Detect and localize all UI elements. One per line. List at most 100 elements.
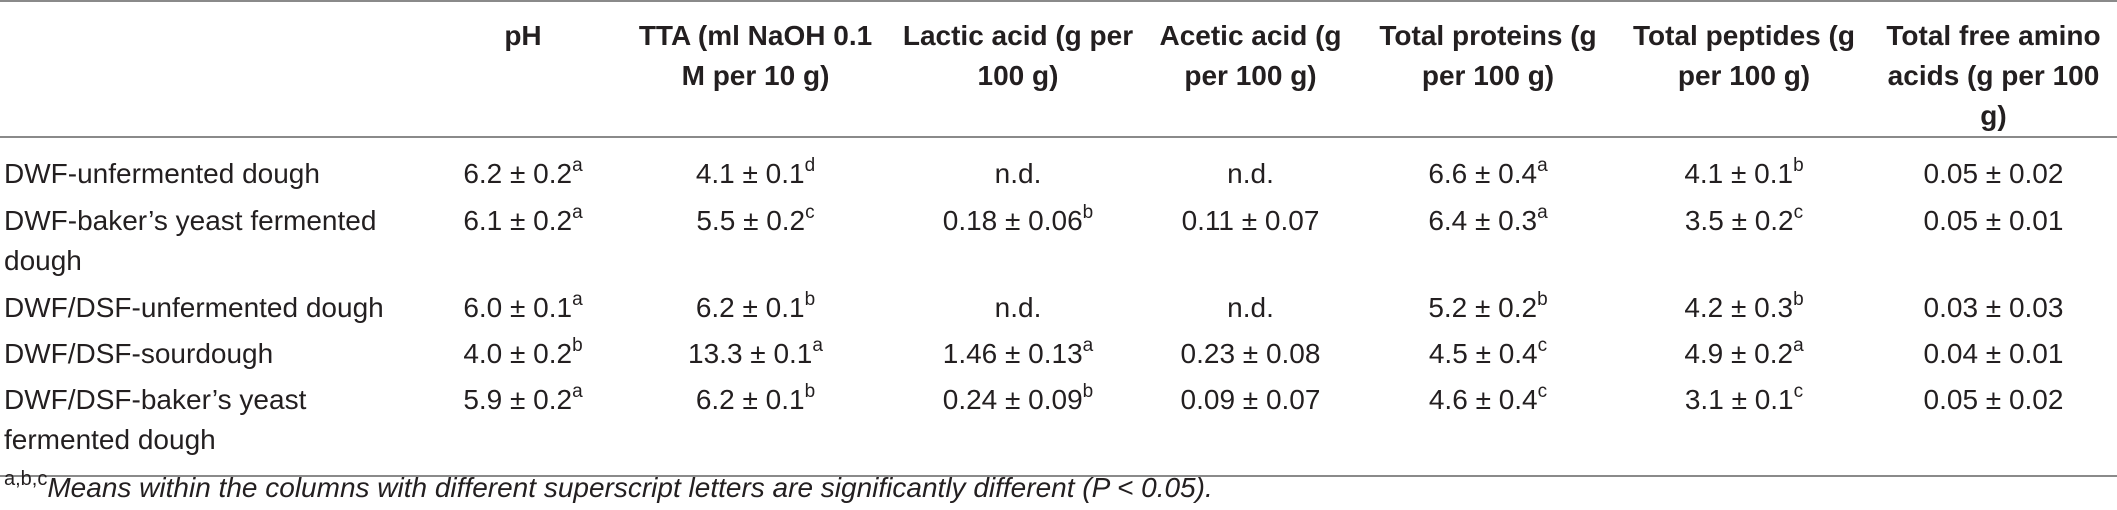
cell-value: 0.03 ± 0.03 bbox=[1923, 292, 2064, 323]
cell-value: 4.9 ± 0.2 bbox=[1684, 338, 1794, 369]
cell-total-peptides: 3.1 ± 0.1c bbox=[1618, 376, 1870, 477]
table-row: DWF-unfermented dough 6.2 ± 0.2a 4.1 ± 0… bbox=[0, 137, 2117, 197]
header-lactic-acid: Lactic acid (g per 100 g) bbox=[893, 0, 1143, 138]
header-row-label bbox=[0, 0, 428, 138]
cell-value: 0.05 ± 0.02 bbox=[1923, 158, 2064, 189]
cell-value: 0.11 ± 0.07 bbox=[1181, 205, 1320, 236]
cell-acetic-acid: 0.23 ± 0.08 bbox=[1143, 330, 1358, 376]
superscript: a bbox=[1082, 335, 1094, 356]
cell-value: 0.23 ± 0.08 bbox=[1180, 338, 1321, 369]
cell-value: n.d. bbox=[1227, 158, 1274, 189]
cell-total-free-amino-acids: 0.05 ± 0.02 bbox=[1870, 376, 2117, 477]
cell-total-proteins: 4.6 ± 0.4c bbox=[1358, 376, 1618, 477]
superscript: b bbox=[572, 335, 583, 356]
cell-lactic-acid: n.d. bbox=[893, 137, 1143, 197]
superscript: b bbox=[1082, 381, 1094, 402]
row-label: DWF/DSF-unfermented dough bbox=[4, 292, 384, 323]
cell-value: 6.0 ± 0.1 bbox=[463, 292, 573, 323]
table-row: DWF/DSF-baker’s yeast fermented dough 5.… bbox=[0, 376, 2117, 477]
cell-value: 4.2 ± 0.3 bbox=[1684, 292, 1794, 323]
cell-tta: 5.5 ± 0.2c bbox=[618, 197, 893, 284]
superscript: a bbox=[572, 202, 583, 223]
cell-tta: 13.3 ± 0.1a bbox=[618, 330, 893, 376]
cell-value: 4.6 ± 0.4 bbox=[1428, 384, 1538, 415]
row-label: DWF-unfermented dough bbox=[4, 158, 320, 189]
header-total-free-amino-acids: Total free amino acids (g per 100 g) bbox=[1870, 0, 2117, 138]
row-label: DWF/DSF-sourdough bbox=[4, 338, 274, 369]
cell-value: 0.18 ± 0.06 bbox=[942, 205, 1083, 236]
cell-lactic-acid: 0.24 ± 0.09b bbox=[893, 376, 1143, 477]
header-row: pH TTA (ml NaOH 0.1 M per 10 g) Lactic a… bbox=[0, 0, 2117, 138]
superscript: a bbox=[1537, 202, 1548, 223]
cell-tta: 6.2 ± 0.1b bbox=[618, 284, 893, 330]
footnote-marker: a,b,c bbox=[4, 468, 48, 490]
cell-total-peptides: 3.5 ± 0.2c bbox=[1618, 197, 1870, 284]
cell-value: 6.2 ± 0.1 bbox=[695, 384, 805, 415]
cell-total-free-amino-acids: 0.05 ± 0.02 bbox=[1870, 137, 2117, 197]
cell-lactic-acid: 0.18 ± 0.06b bbox=[893, 197, 1143, 284]
cell-total-peptides: 4.9 ± 0.2a bbox=[1618, 330, 1870, 376]
row-label: DWF-baker’s yeast fermented dough bbox=[4, 205, 377, 276]
superscript: b bbox=[804, 381, 816, 402]
cell-value: 0.24 ± 0.09 bbox=[942, 384, 1083, 415]
row-label: DWF/DSF-baker’s yeast fermented dough bbox=[0, 376, 428, 477]
cell-value: 5.9 ± 0.2 bbox=[463, 384, 573, 415]
cell-ph: 6.0 ± 0.1a bbox=[428, 284, 618, 330]
header-acetic-acid: Acetic acid (g per 100 g) bbox=[1143, 0, 1358, 138]
cell-value: 4.1 ± 0.1 bbox=[695, 158, 805, 189]
superscript: b bbox=[1537, 289, 1548, 310]
cell-total-proteins: 6.6 ± 0.4a bbox=[1358, 137, 1618, 197]
superscript: a bbox=[812, 335, 823, 356]
cell-value: 6.6 ± 0.4 bbox=[1428, 158, 1538, 189]
cell-value: 5.2 ± 0.2 bbox=[1428, 292, 1538, 323]
superscript: c bbox=[805, 202, 815, 223]
footnote-text: Means within the columns with different … bbox=[47, 472, 1213, 503]
cell-value: 3.1 ± 0.1 bbox=[1684, 384, 1794, 415]
cell-acetic-acid: 0.09 ± 0.07 bbox=[1143, 376, 1358, 477]
superscript: a bbox=[572, 289, 583, 310]
cell-ph: 4.0 ± 0.2b bbox=[428, 330, 618, 376]
table-row: DWF-baker’s yeast fermented dough 6.1 ± … bbox=[0, 197, 2117, 284]
superscript: c bbox=[1537, 335, 1548, 356]
cell-value: 4.1 ± 0.1 bbox=[1684, 158, 1794, 189]
table-footnote: a,b,cMeans within the columns with diffe… bbox=[4, 462, 1213, 505]
cell-ph: 6.2 ± 0.2a bbox=[428, 137, 618, 197]
cell-acetic-acid: n.d. bbox=[1143, 284, 1358, 330]
cell-acetic-acid: n.d. bbox=[1143, 137, 1358, 197]
cell-value: n.d. bbox=[1227, 292, 1274, 323]
header-ph: pH bbox=[428, 0, 618, 138]
superscript: c bbox=[1793, 202, 1804, 223]
superscript: b bbox=[1082, 202, 1094, 223]
cell-value: 4.0 ± 0.2 bbox=[463, 338, 573, 369]
table-row: DWF/DSF-sourdough 4.0 ± 0.2b 13.3 ± 0.1a… bbox=[0, 330, 2117, 376]
cell-lactic-acid: 1.46 ± 0.13a bbox=[893, 330, 1143, 376]
superscript: a bbox=[1793, 335, 1804, 356]
header-tta: TTA (ml NaOH 0.1 M per 10 g) bbox=[618, 0, 893, 138]
cell-value: 0.09 ± 0.07 bbox=[1180, 384, 1321, 415]
cell-value: 6.2 ± 0.1 bbox=[695, 292, 805, 323]
cell-acetic-acid: 0.11 ± 0.07 bbox=[1143, 197, 1358, 284]
cell-total-peptides: 4.1 ± 0.1b bbox=[1618, 137, 1870, 197]
cell-value: 5.5 ± 0.2 bbox=[696, 205, 806, 236]
cell-ph: 5.9 ± 0.2a bbox=[428, 376, 618, 477]
cell-value: n.d. bbox=[994, 292, 1042, 323]
cell-total-free-amino-acids: 0.03 ± 0.03 bbox=[1870, 284, 2117, 330]
cell-total-proteins: 5.2 ± 0.2b bbox=[1358, 284, 1618, 330]
cell-value: 13.3 ± 0.1 bbox=[688, 338, 813, 369]
superscript: a bbox=[1537, 155, 1548, 176]
superscript: a bbox=[572, 381, 583, 402]
cell-value: 0.04 ± 0.01 bbox=[1923, 338, 2064, 369]
cell-lactic-acid: n.d. bbox=[893, 284, 1143, 330]
header-total-peptides: Total peptides (g per 100 g) bbox=[1618, 0, 1870, 138]
superscript: c bbox=[1537, 381, 1548, 402]
superscript: d bbox=[804, 155, 816, 176]
cell-total-proteins: 4.5 ± 0.4c bbox=[1358, 330, 1618, 376]
cell-value: 4.5 ± 0.4 bbox=[1428, 338, 1538, 369]
cell-value: 6.4 ± 0.3 bbox=[1428, 205, 1538, 236]
cell-tta: 4.1 ± 0.1d bbox=[618, 137, 893, 197]
cell-ph: 6.1 ± 0.2a bbox=[428, 197, 618, 284]
cell-value: n.d. bbox=[994, 158, 1042, 189]
cell-value: 6.1 ± 0.2 bbox=[463, 205, 573, 236]
superscript: b bbox=[1793, 155, 1804, 176]
